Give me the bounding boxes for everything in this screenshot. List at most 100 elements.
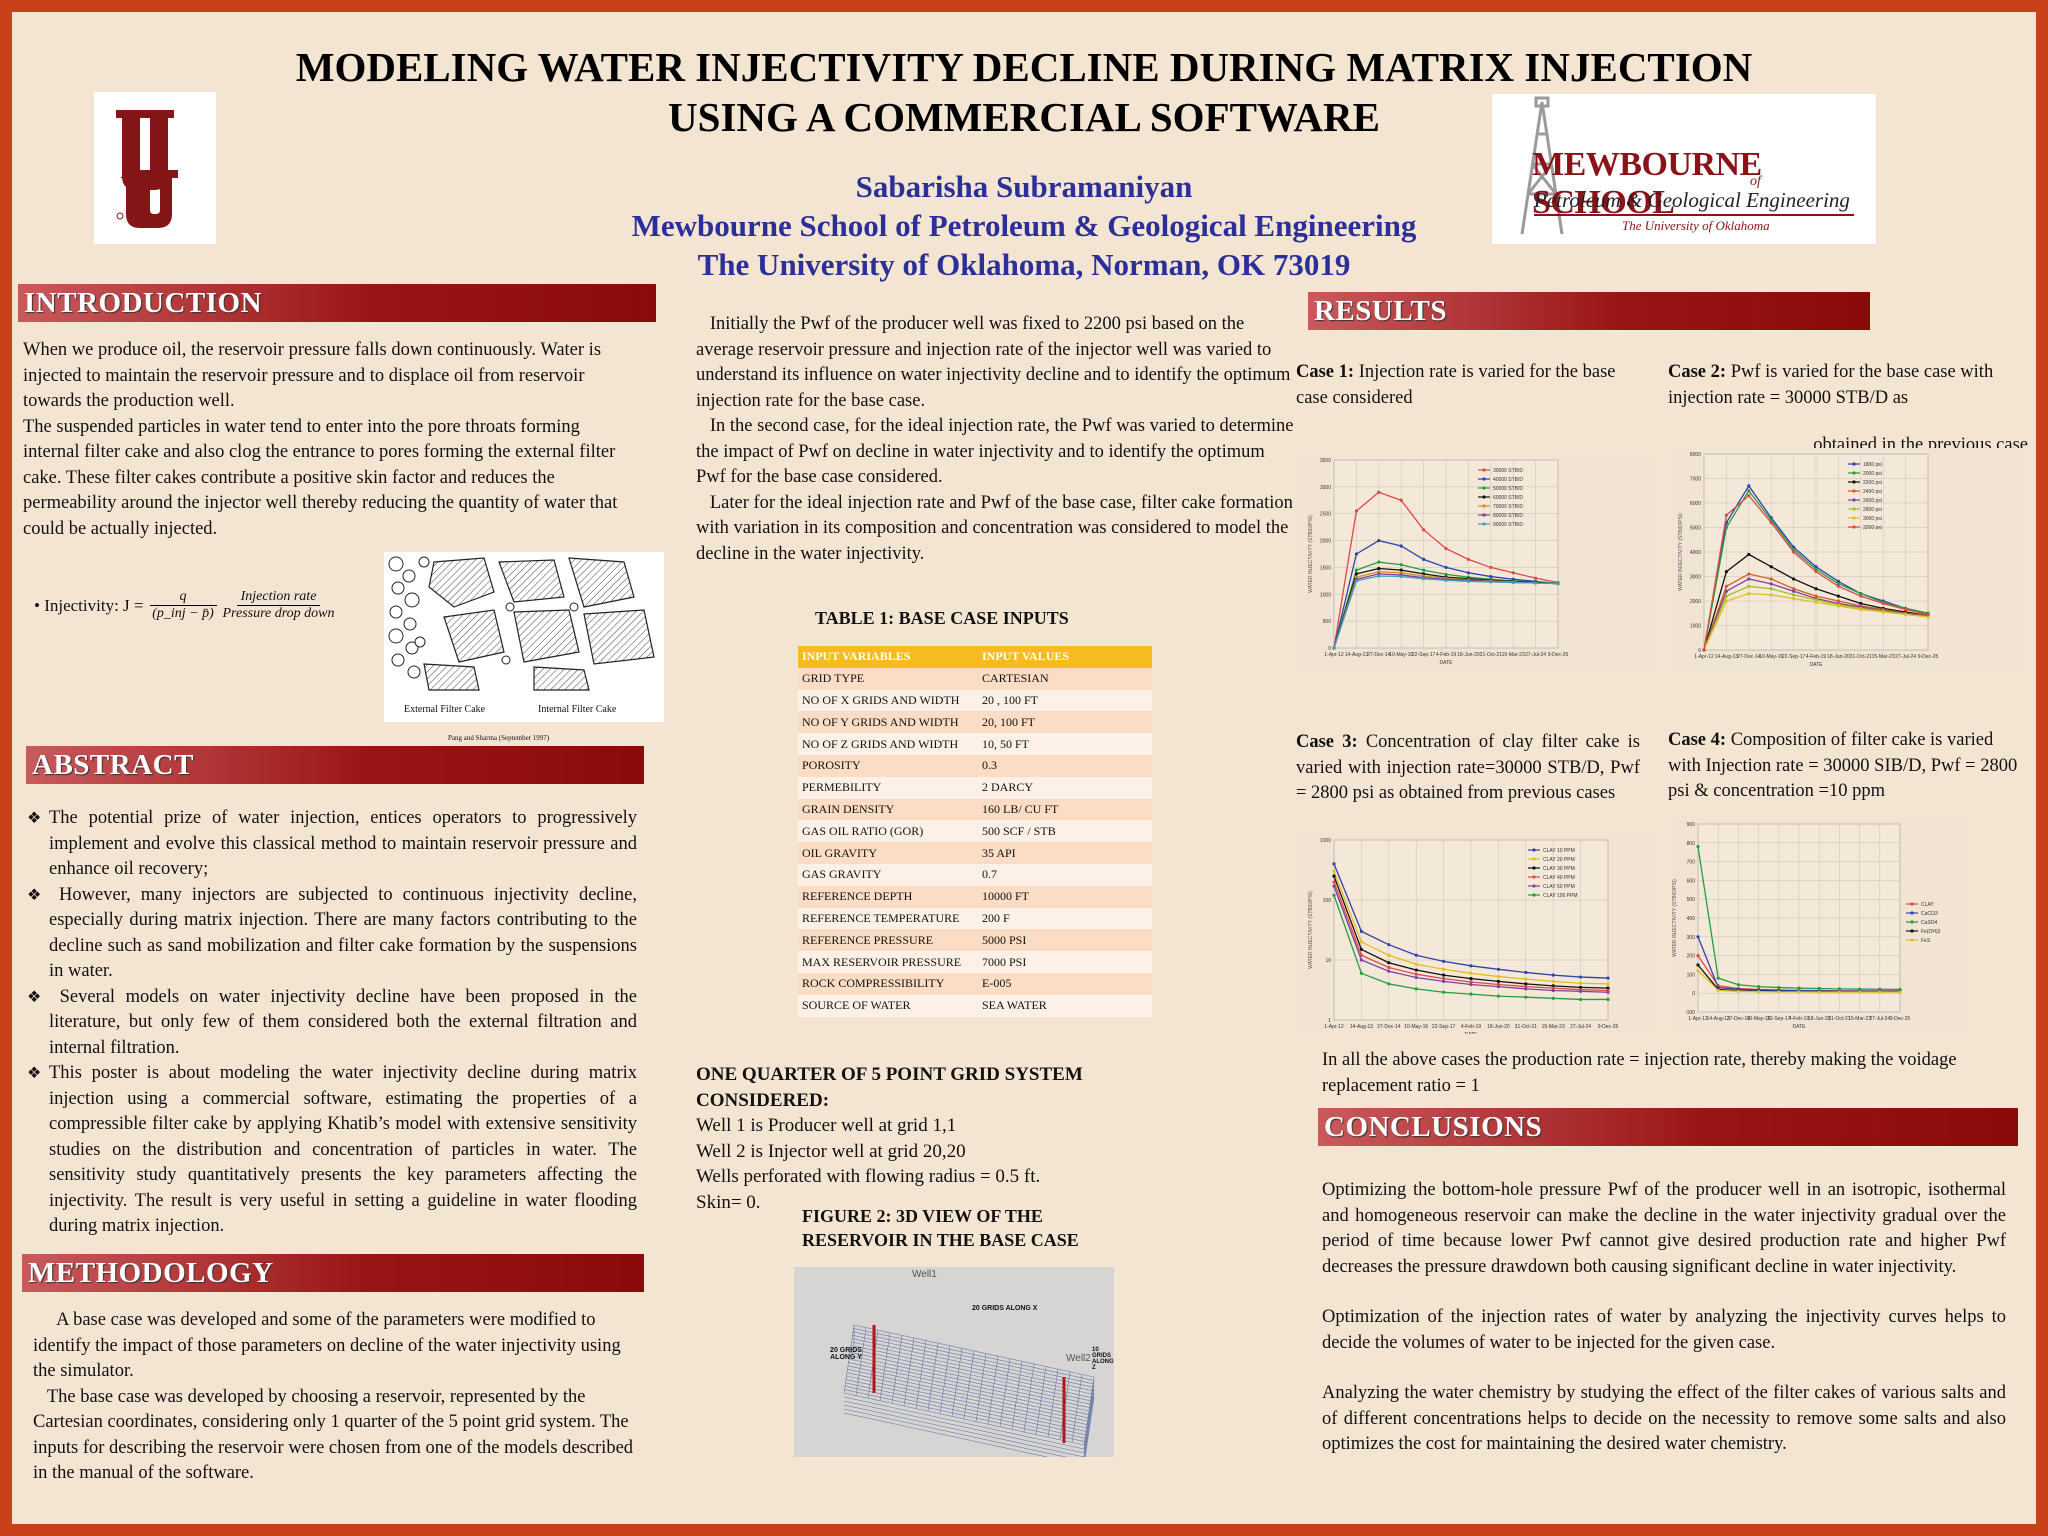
- case1-label: Case 1:: [1296, 362, 1355, 382]
- y-tick-label: 0: [1698, 648, 1701, 654]
- approach-para-1: Initially the Pwf of the producer well w…: [696, 314, 1296, 411]
- legend-marker: [1852, 489, 1856, 493]
- data-point: [1724, 570, 1728, 574]
- abstract-bullet-1: ❖ The potential prize of water injection,…: [27, 806, 637, 883]
- case2-caption: Case 2: Pwf is varied for the base case …: [1668, 360, 2028, 459]
- legend-marker: [1532, 857, 1536, 861]
- data-point: [1724, 525, 1728, 530]
- table-cell-value: 35 API: [978, 842, 1152, 864]
- table-cell-value: 500 SCF / STB: [978, 820, 1152, 843]
- conclusions-text: Optimizing the bottom-hole pressure Pwf …: [1322, 1178, 2006, 1458]
- legend-marker: [1532, 884, 1536, 888]
- table-row: PERMEBILITY 2 DARCY: [798, 776, 1152, 799]
- table-cell-value: 200 F: [978, 907, 1152, 930]
- table-cell-value: 160 LB/ CU FT: [978, 798, 1152, 821]
- legend-marker: [1852, 471, 1856, 475]
- data-point: [1606, 997, 1610, 1002]
- data-point: [1898, 990, 1902, 994]
- data-point: [1534, 581, 1538, 585]
- x-tick-label: 27-Jul-24: [1525, 652, 1546, 658]
- grid-title-1: ONE QUARTER OF 5 POINT GRID SYSTEM: [696, 1064, 1083, 1085]
- y-axis-label: WATER INJECTIVITY (STB/D/PSI): [1672, 879, 1678, 957]
- case2-label: Case 2:: [1668, 362, 1727, 382]
- y-tick-label: 100: [1323, 898, 1332, 904]
- x-tick-label: 10-May-16: [1389, 652, 1413, 658]
- chart-case4: -100 0 100 200 300 400 500 600 700 800 900 1-Apr-12…: [1668, 816, 1968, 1034]
- fig2-well2-label: Well2: [1066, 1353, 1091, 1364]
- data-point: [1736, 989, 1740, 993]
- data-point: [1696, 844, 1700, 849]
- data-point: [1332, 869, 1336, 873]
- injectivity-formula: • Injectivity: J = q (p_inj − p̄) Inject…: [34, 589, 335, 622]
- data-point: [1837, 987, 1841, 991]
- table-cell-value: 5000 PSI: [978, 929, 1152, 952]
- y-axis-label: WATER INJECTIVITY (STB/D/PSI): [1678, 513, 1684, 591]
- data-point: [1387, 965, 1391, 970]
- data-point: [1444, 565, 1448, 570]
- conclusions-heading: CONCLUSIONS: [1318, 1108, 2018, 1146]
- data-point: [1387, 943, 1391, 947]
- legend-label: CaCO3: [1921, 911, 1938, 917]
- data-point: [1696, 935, 1700, 939]
- table-header-cell: INPUT VALUES: [978, 646, 1152, 668]
- legend-label: 2400 psi: [1863, 489, 1882, 495]
- data-point: [1797, 986, 1801, 990]
- data-point: [1702, 648, 1706, 652]
- legend-label: 60000 STB/D: [1493, 495, 1523, 501]
- data-point: [1859, 592, 1863, 596]
- table-header-cell: INPUT VARIABLES: [798, 646, 978, 668]
- table-row: ROCK COMPRESSIBILITY E-005: [798, 972, 1152, 995]
- data-point: [1524, 982, 1528, 986]
- data-point: [1414, 987, 1418, 991]
- x-tick-label: 27-Jul-24: [1869, 1016, 1890, 1022]
- data-point: [1792, 589, 1796, 593]
- data-point: [1837, 990, 1841, 994]
- x-tick-label: 10-May-16: [1747, 1016, 1771, 1022]
- data-point: [1926, 612, 1930, 617]
- base-case-table-wrapper: INPUT VARIABLES INPUT VALUES GRID TYPE CART…: [798, 646, 1152, 1017]
- table-row: REFERENCE DEPTH 10000 FT: [798, 885, 1152, 908]
- table-cell-variable: ROCK COMPRESSIBILITY: [798, 972, 978, 995]
- x-tick-label: 22-Sep-17: [1767, 1016, 1791, 1022]
- x-tick-label: 9-Dec-25: [1598, 1024, 1619, 1030]
- y-tick-label: 1000: [1690, 624, 1701, 630]
- table-cell-value: 0.7: [978, 863, 1152, 886]
- table-cell-variable: REFERENCE PRESSURE: [798, 929, 978, 952]
- legend-marker: [1532, 875, 1536, 879]
- x-tick-label: 15-Mar-23: [1502, 652, 1525, 658]
- title-line-2: USING A COMMERCIAL SOFTWARE: [668, 94, 1380, 140]
- data-point: [1466, 557, 1470, 561]
- x-tick-label: 27-Jul-24: [1895, 654, 1916, 660]
- introduction-heading: INTRODUCTION: [18, 284, 656, 322]
- data-point: [1769, 582, 1773, 586]
- legend-label: CLAY 40 PPM: [1543, 875, 1575, 881]
- x-tick-label: 15-Mar-23: [1872, 654, 1895, 660]
- table-cell-variable: SOURCE OF WATER: [798, 994, 978, 1017]
- legend-marker: [1532, 893, 1536, 897]
- methodology-para-1: A base case was developed and some of th…: [33, 1310, 626, 1381]
- data-point: [1354, 579, 1358, 583]
- x-tick-label: 31-Oct-21: [1850, 654, 1872, 660]
- data-point: [1524, 977, 1528, 981]
- x-tick-label: 27-Jul-24: [1570, 1024, 1591, 1030]
- data-point: [1377, 574, 1381, 578]
- x-tick-label: 9-Dec-25: [1890, 1016, 1911, 1022]
- data-point: [1359, 958, 1363, 962]
- y-tick-label: 2500: [1320, 512, 1331, 518]
- table-cell-variable: GAS OIL RATIO (GOR): [798, 820, 978, 843]
- approach-text: Initially the Pwf of the producer well w…: [696, 312, 1294, 567]
- grid-system-text: ONE QUARTER OF 5 POINT GRID SYSTEM CONSI…: [696, 1062, 1156, 1215]
- x-tick-label: 31-Oct-21: [1828, 1016, 1850, 1022]
- table-cell-value: 2 DARCY: [978, 776, 1152, 799]
- data-point: [1359, 947, 1363, 952]
- legend-marker: [1532, 848, 1536, 852]
- data-point: [1469, 971, 1473, 975]
- data-point: [1422, 557, 1426, 561]
- data-point: [1332, 880, 1336, 884]
- x-tick-label: 18-Jun-20: [1457, 652, 1480, 658]
- data-point: [1836, 594, 1840, 598]
- data-point: [1878, 990, 1882, 994]
- data-point: [1469, 964, 1473, 968]
- legend-marker: [1910, 938, 1914, 942]
- x-tick-label: 10-May-16: [1404, 1024, 1428, 1030]
